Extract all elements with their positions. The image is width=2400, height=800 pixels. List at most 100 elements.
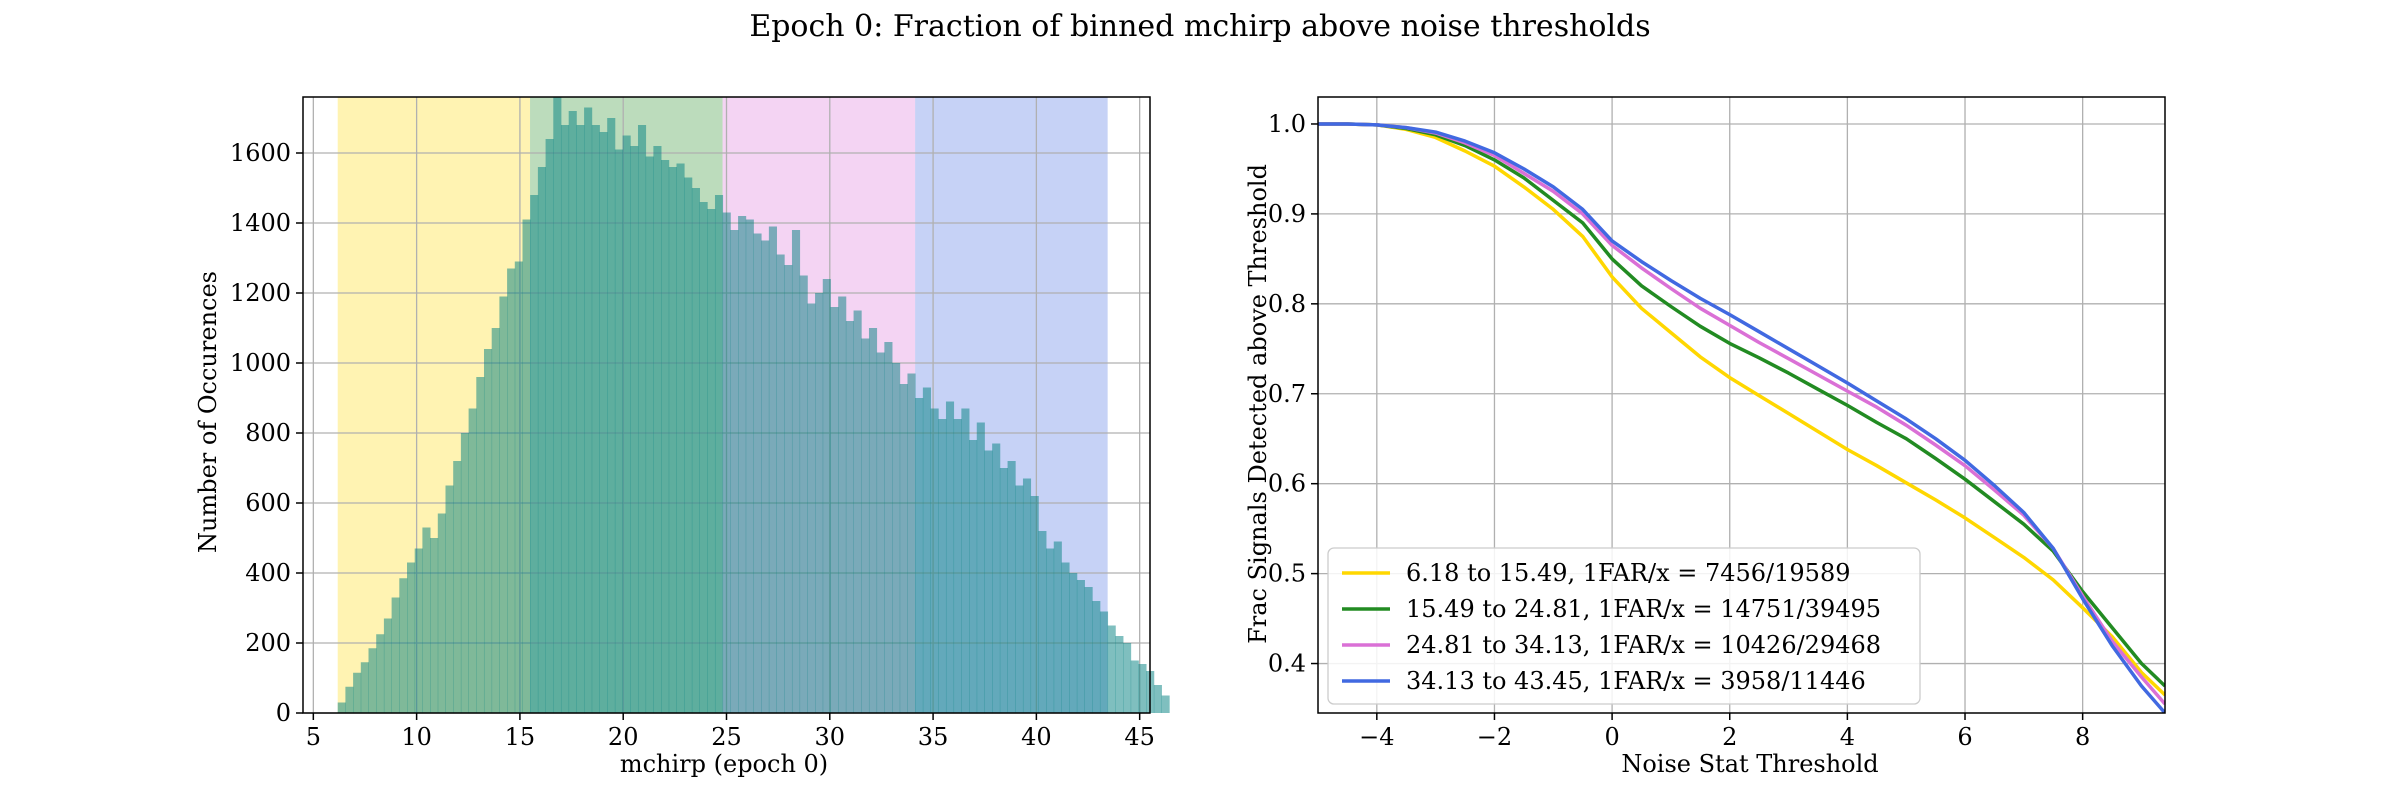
- y-tick-label: 1200: [230, 279, 291, 307]
- x-tick-label: 4: [1840, 723, 1855, 751]
- histogram-bar: [738, 216, 747, 713]
- histogram-bar: [1099, 611, 1109, 713]
- histogram-bar: [938, 419, 947, 713]
- histogram-bar: [661, 160, 670, 713]
- histogram-bar: [1015, 485, 1024, 713]
- series-line-1: [1318, 122, 2165, 697]
- series-line-2: [1318, 122, 2165, 688]
- histogram-bar: [653, 146, 662, 713]
- threshold-series-lines: [1318, 122, 2165, 713]
- histogram-bar: [722, 212, 731, 713]
- histogram-bar: [437, 513, 446, 713]
- histogram-bar: [961, 408, 970, 713]
- histogram-bar: [599, 132, 608, 713]
- y-tick-label: 600: [245, 489, 291, 517]
- histogram-bar: [607, 118, 616, 713]
- histogram-bar: [799, 275, 808, 713]
- histogram-bar: [791, 230, 801, 713]
- histogram-bar: [691, 188, 700, 713]
- histogram-bar: [630, 146, 639, 713]
- histogram-bar: [360, 662, 369, 713]
- histogram-bar: [1046, 548, 1055, 713]
- histogram-bar: [476, 377, 485, 713]
- x-tick-label: −4: [1359, 723, 1394, 751]
- histogram-bar: [483, 349, 493, 713]
- histogram-bar: [668, 167, 677, 713]
- x-tick-label: 5: [306, 723, 321, 751]
- y-tick-label: 0.9: [1268, 200, 1306, 228]
- histogram-bar: [530, 195, 539, 713]
- histogram-bar: [899, 384, 908, 713]
- histogram-bar: [353, 672, 362, 713]
- y-tick-label: 0.6: [1268, 470, 1306, 498]
- y-tick-label: 800: [245, 419, 291, 447]
- histogram-bar: [1084, 587, 1093, 713]
- histogram-bar: [815, 293, 824, 713]
- histogram-bar: [915, 398, 924, 713]
- histogram-bar: [422, 527, 431, 713]
- histogram-bar: [453, 461, 462, 713]
- histogram-bar: [499, 296, 508, 713]
- x-tick-label: 25: [711, 723, 742, 751]
- legend-label: 15.49 to 24.81, 1FAR/x = 14751/39495: [1406, 595, 1881, 623]
- histogram-bar: [807, 303, 816, 713]
- figure-title: Epoch 0: Fraction of binned mchirp above…: [749, 9, 1650, 44]
- y-tick-label: 1000: [230, 349, 291, 377]
- histogram-bar: [591, 125, 600, 713]
- histogram-bar: [776, 254, 785, 713]
- x-tick-label: 20: [608, 723, 639, 751]
- histogram-bar: [522, 219, 531, 713]
- histogram-bar: [761, 240, 770, 713]
- threshold-y-axis-label: Frac Signals Detected above Threshold: [1244, 164, 1272, 644]
- legend: 6.18 to 15.49, 1FAR/x = 7456/19589 15.49 …: [1327, 547, 1921, 705]
- y-tick-label: 400: [245, 559, 291, 587]
- histogram-bar: [614, 149, 623, 713]
- legend-label: 6.18 to 15.49, 1FAR/x = 7456/19589: [1406, 559, 1851, 587]
- threshold-x-axis-label: Noise Stat Threshold: [1621, 750, 1878, 778]
- x-tick-label: 45: [1124, 723, 1155, 751]
- histogram-y-axis-label: Number of Occurences: [194, 271, 222, 553]
- histogram-bar: [345, 686, 354, 713]
- x-tick-label: 6: [1957, 723, 1972, 751]
- histogram-bar: [1153, 685, 1162, 713]
- histogram-bar: [984, 450, 993, 713]
- histogram-bar: [753, 233, 762, 713]
- histogram-bar: [699, 202, 708, 713]
- histogram-bar: [676, 163, 685, 713]
- histogram-bar: [868, 328, 878, 713]
- x-tick-label: 8: [2075, 723, 2090, 751]
- x-tick-label: 10: [401, 723, 432, 751]
- histogram-bar: [999, 468, 1008, 713]
- histogram-bar: [399, 578, 408, 713]
- histogram-bar: [1161, 695, 1170, 713]
- histogram-bar: [784, 265, 793, 713]
- histogram-bar: [1130, 660, 1139, 713]
- histogram-bar: [430, 538, 439, 713]
- series-line-4: [1318, 122, 2165, 713]
- histogram-panel: mchirp (epoch 0) Number of Occurences 5 1…: [194, 96, 1170, 778]
- histogram-bar: [838, 296, 847, 713]
- x-tick-label: 40: [1021, 723, 1052, 751]
- histogram-bar: [491, 328, 500, 713]
- histogram-bars: [337, 97, 1170, 713]
- histogram-bar: [383, 618, 393, 713]
- histogram-bar: [468, 408, 477, 713]
- x-tick-label: 30: [815, 723, 846, 751]
- histogram-x-axis-label: mchirp (epoch 0): [620, 750, 828, 778]
- y-tick-label: 0.7: [1268, 380, 1306, 408]
- histogram-bar: [853, 310, 862, 713]
- histogram-bar: [460, 433, 469, 713]
- y-tick-label: 0: [276, 699, 291, 727]
- histogram-bar: [684, 177, 693, 713]
- histogram-bar: [545, 139, 554, 713]
- histogram-bar: [622, 135, 631, 713]
- histogram-bar: [876, 352, 885, 713]
- histogram-bar: [845, 321, 854, 713]
- histogram-bar: [830, 307, 839, 713]
- y-tick-label: 1400: [230, 209, 291, 237]
- histogram-bar: [730, 230, 739, 713]
- histogram-bar: [969, 440, 978, 713]
- histogram-bar: [445, 485, 454, 713]
- histogram-bar: [1053, 541, 1062, 713]
- histogram-bar: [376, 634, 385, 713]
